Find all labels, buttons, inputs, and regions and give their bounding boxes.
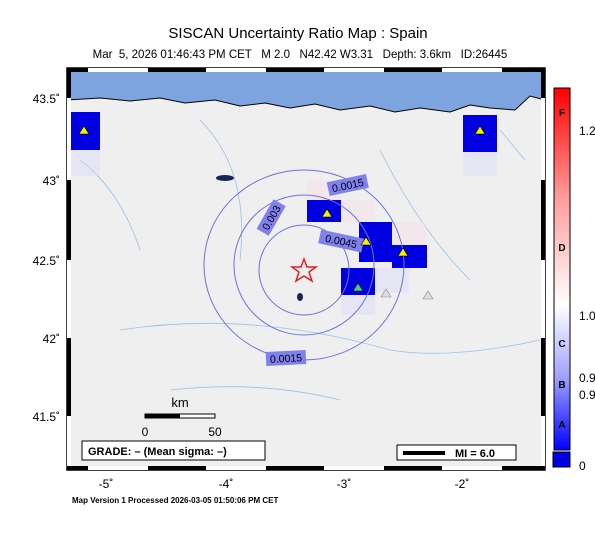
lon-label: -3˚ — [337, 477, 352, 491]
lat-label: 43.5˚ — [33, 92, 60, 106]
colorbar-value: 1.0 — [579, 309, 595, 323]
mi: MI = 6.0 — [455, 448, 495, 460]
footer: Map Version 1 Processed 2026-03-05 01:50… — [72, 496, 278, 505]
scale-bar: km 0 50 — [142, 395, 222, 439]
lat-label: 41.5˚ — [33, 410, 60, 424]
grade-letter: A — [558, 420, 565, 431]
colorbar-value: 1.2 — [579, 124, 595, 138]
colorbar-value: 0 — [579, 459, 586, 473]
map-area: 0.0015 0.003 0.0045 0.0015 — [66, 67, 546, 471]
subtitle: Mar 5, 2026 01:46:43 PM CET M 2.0 N42.42… — [93, 49, 508, 61]
lat-label: 42˚ — [43, 332, 60, 346]
lat-label: 42.5˚ — [33, 254, 60, 268]
lon-label: -4˚ — [219, 477, 234, 491]
lon-label: -2˚ — [455, 477, 470, 491]
lon-label: -5˚ — [99, 477, 114, 491]
contour-label: 0.0015 — [270, 352, 303, 366]
title: SISCAN Uncertainty Ratio Map : Spain — [168, 25, 427, 42]
grade-letter: D — [558, 243, 565, 254]
scale-end: 50 — [208, 425, 222, 439]
colorbar: F D C B A 1.2 1.0 0.9 0.9 0 — [552, 87, 595, 473]
colorbar-value: 0.9 — [579, 371, 595, 385]
scale-start: 0 — [142, 425, 149, 439]
lat-label: 43˚ — [43, 174, 60, 188]
grade-letter: B — [558, 380, 565, 391]
colorbar-value: 0.9 — [579, 388, 595, 402]
grade-letter: F — [559, 108, 565, 119]
grade: GRADE: – (Mean sigma: –) — [88, 446, 227, 458]
grade-letter: C — [558, 339, 565, 350]
scale-unit: km — [171, 395, 188, 410]
